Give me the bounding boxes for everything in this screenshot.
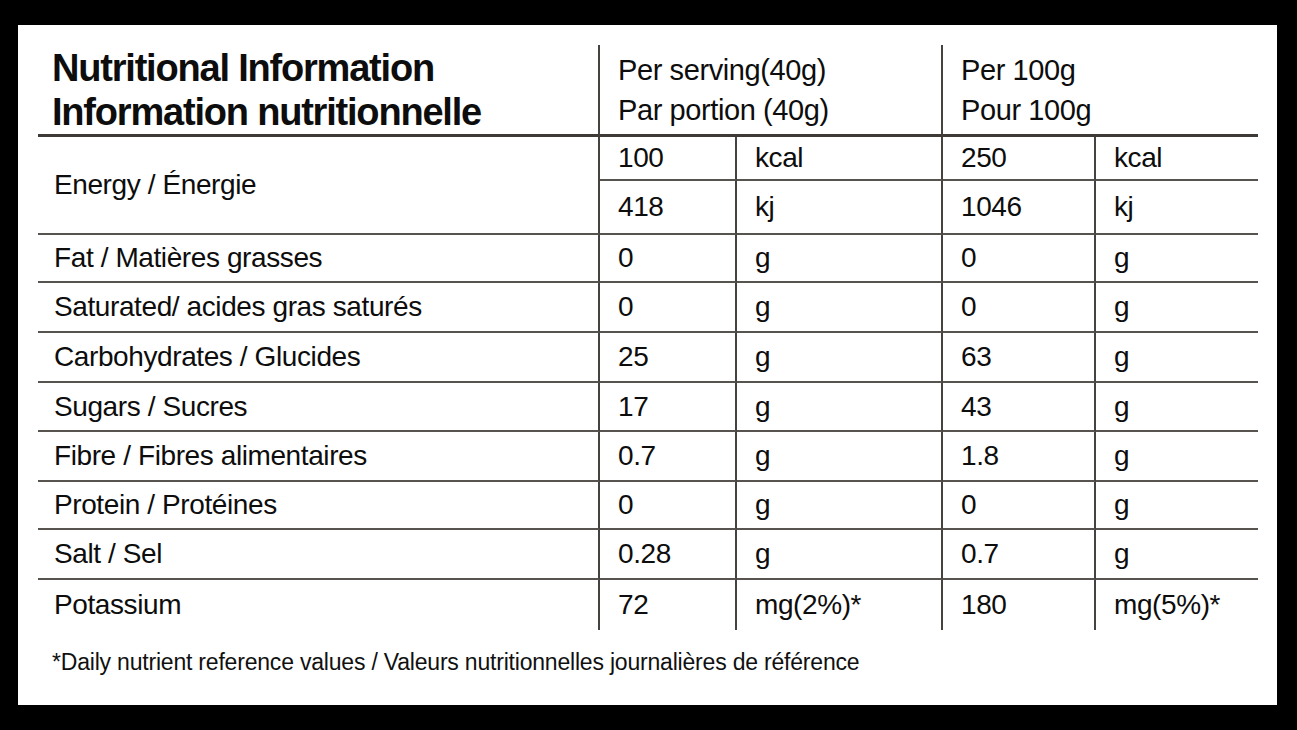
sugars-serving-value: 17 (600, 383, 737, 432)
nutrient-label-carbohydrates: Carbohydrates / Glucides (38, 333, 600, 383)
energy-kj-serving-value: 418 (600, 181, 737, 235)
fat-serving-value: 0 (600, 235, 737, 283)
fibre-per100-value: 1.8 (943, 432, 1096, 482)
energy-kcal-serving-unit: kcal (737, 137, 943, 181)
daily-reference-footnote: *Daily nutrient reference values / Valeu… (52, 649, 859, 676)
salt-per100-value: 0.7 (943, 530, 1096, 580)
per-serving-line-fr: Par portion (40g) (618, 90, 829, 130)
fat-per100-value: 0 (943, 235, 1096, 283)
per-100g-line-fr: Pour 100g (961, 90, 1091, 130)
title-english: Nutritional Information (52, 46, 434, 90)
carbohydrates-serving-value: 25 (600, 333, 737, 383)
table-title: Nutritional Information Information nutr… (38, 45, 600, 137)
sugars-per100-unit: g (1096, 383, 1258, 432)
nutrient-label-fat: Fat / Matières grasses (38, 235, 600, 283)
sugars-serving-unit: g (737, 383, 943, 432)
nutrient-label-potassium: Potassium (38, 580, 600, 630)
energy-kj-serving-unit: kj (737, 181, 943, 235)
potassium-serving-unit: mg(2%)* (737, 580, 943, 630)
potassium-serving-value: 72 (600, 580, 737, 630)
nutrient-label-sugars: Sugars / Sucres (38, 383, 600, 432)
potassium-per100-value: 180 (943, 580, 1096, 630)
nutrient-label-energy: Energy / Énergie (38, 137, 600, 235)
per-100g-line-en: Per 100g (961, 50, 1076, 90)
salt-per100-unit: g (1096, 530, 1258, 580)
column-header-per-100g: Per 100g Pour 100g (943, 45, 1258, 137)
column-header-per-serving: Per serving(40g) Par portion (40g) (600, 45, 943, 137)
saturated-per100-unit: g (1096, 283, 1258, 333)
protein-serving-value: 0 (600, 482, 737, 530)
sugars-per100-value: 43 (943, 383, 1096, 432)
protein-per100-unit: g (1096, 482, 1258, 530)
carbohydrates-per100-unit: g (1096, 333, 1258, 383)
saturated-per100-value: 0 (943, 283, 1096, 333)
nutrition-table: Nutritional Information Information nutr… (38, 45, 1258, 630)
nutrient-label-fibre: Fibre / Fibres alimentaires (38, 432, 600, 482)
nutrient-label-salt: Salt / Sel (38, 530, 600, 580)
saturated-serving-unit: g (737, 283, 943, 333)
fibre-serving-unit: g (737, 432, 943, 482)
title-french: Information nutritionnelle (52, 90, 481, 134)
nutrient-label-saturated: Saturated/ acides gras saturés (38, 283, 600, 333)
fibre-serving-value: 0.7 (600, 432, 737, 482)
fibre-per100-unit: g (1096, 432, 1258, 482)
fat-per100-unit: g (1096, 235, 1258, 283)
carbohydrates-per100-value: 63 (943, 333, 1096, 383)
potassium-per100-unit: mg(5%)* (1096, 580, 1258, 630)
energy-kcal-per100-value: 250 (943, 137, 1096, 181)
salt-serving-value: 0.28 (600, 530, 737, 580)
nutrition-label-panel: Nutritional Information Information nutr… (18, 25, 1277, 705)
protein-serving-unit: g (737, 482, 943, 530)
energy-kj-per100-value: 1046 (943, 181, 1096, 235)
carbohydrates-serving-unit: g (737, 333, 943, 383)
salt-serving-unit: g (737, 530, 943, 580)
fat-serving-unit: g (737, 235, 943, 283)
energy-kcal-per100-unit: kcal (1096, 137, 1258, 181)
energy-kcal-serving-value: 100 (600, 137, 737, 181)
per-serving-line-en: Per serving(40g) (618, 50, 826, 90)
protein-per100-value: 0 (943, 482, 1096, 530)
energy-kj-per100-unit: kj (1096, 181, 1258, 235)
nutrient-label-protein: Protein / Protéines (38, 482, 600, 530)
saturated-serving-value: 0 (600, 283, 737, 333)
